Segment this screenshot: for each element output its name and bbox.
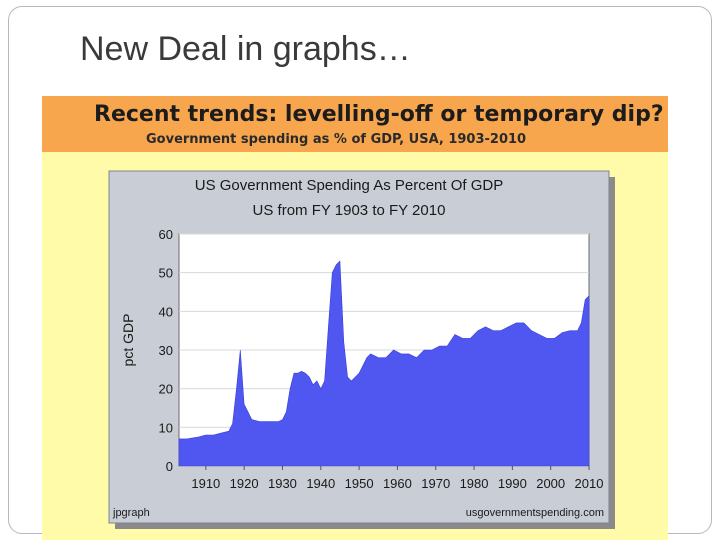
y-axis-label: pct GDP xyxy=(120,314,136,367)
x-tick-label: 2010 xyxy=(575,476,604,491)
y-tick-label: 20 xyxy=(159,382,173,397)
y-tick-label: 50 xyxy=(159,266,173,281)
y-tick-label: 60 xyxy=(159,227,173,242)
x-tick-label: 1950 xyxy=(345,476,374,491)
y-tick-label: 30 xyxy=(159,343,173,358)
x-tick-label: 1990 xyxy=(498,476,527,491)
x-tick-label: 1930 xyxy=(268,476,297,491)
chart-subtitle: US from FY 1903 to FY 2010 xyxy=(253,202,446,219)
x-tick-label: 2000 xyxy=(536,476,565,491)
credit-source: usgovernmentspending.com xyxy=(466,507,604,519)
credit-jpgraph: jpgraph xyxy=(112,507,150,519)
y-tick-label: 10 xyxy=(159,420,173,435)
figure-header: Recent trends: levelling-off or temporar… xyxy=(42,96,668,152)
x-tick-label: 1920 xyxy=(230,476,259,491)
chart-title: US Government Spending As Percent Of GDP xyxy=(195,177,503,194)
series-area xyxy=(178,260,590,467)
x-tick-label: 1980 xyxy=(460,476,489,491)
x-tick-label: 1970 xyxy=(421,476,450,491)
spending-chart: US Government Spending As Percent Of GDP… xyxy=(108,170,615,529)
slide-title: New Deal in graphs… xyxy=(80,30,411,68)
x-tick-labels: 1910 1920 1930 1940 1950 1960 1970 1980 1990 2000… xyxy=(191,466,603,491)
figure-header-subtitle: Government spending as % of GDP, USA, 19… xyxy=(146,132,527,147)
figure-header-title: Recent trends: levelling-off or temporar… xyxy=(94,102,664,127)
figure-panel: Recent trends: levelling-off or temporar… xyxy=(42,96,668,540)
x-tick-label: 1910 xyxy=(191,476,220,491)
x-tick-label: 1960 xyxy=(383,476,412,491)
x-tick-label: 1940 xyxy=(306,476,335,491)
y-tick-label: 40 xyxy=(159,304,173,319)
y-tick-label: 0 xyxy=(166,459,173,474)
y-tick-labels: 0 10 20 30 40 50 60 xyxy=(159,227,173,474)
